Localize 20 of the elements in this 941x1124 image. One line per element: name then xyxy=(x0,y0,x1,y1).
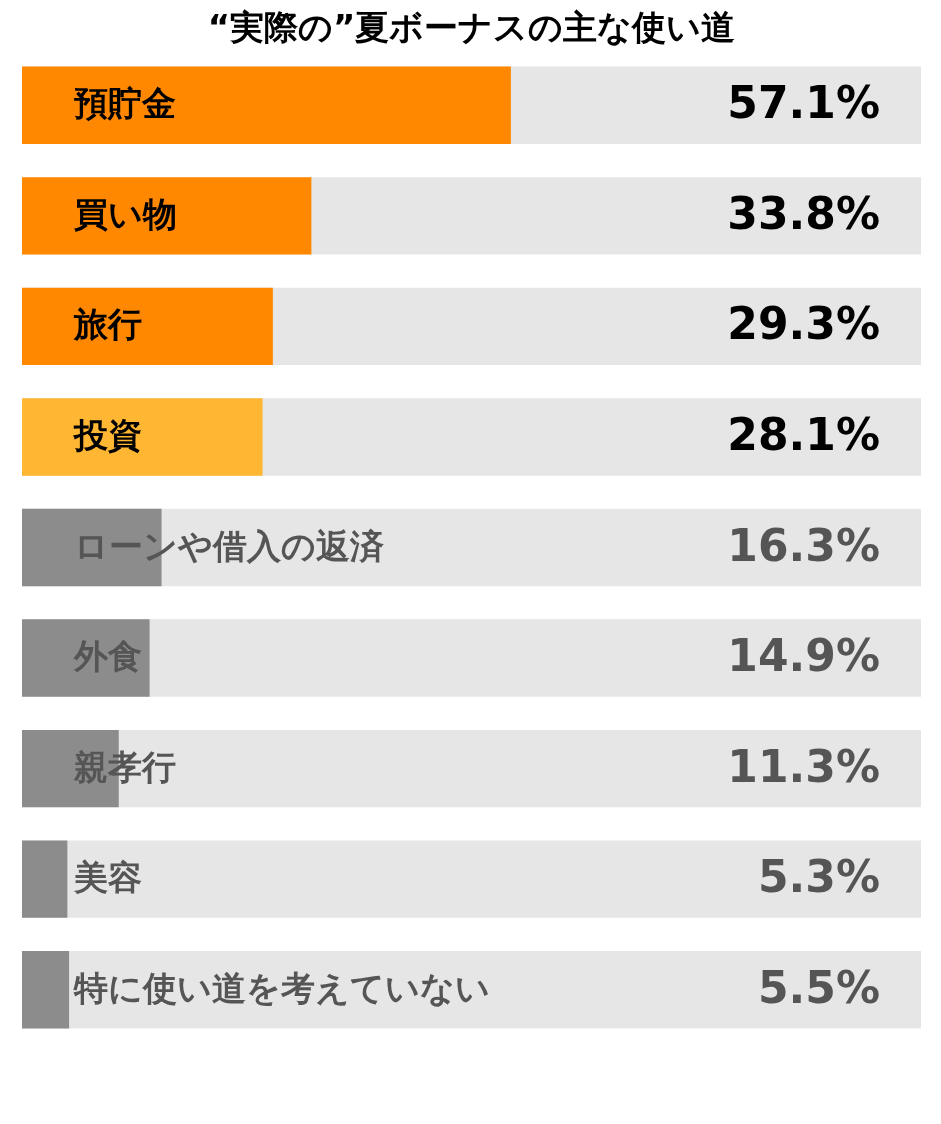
y-tick-label: 投資 xyxy=(72,414,142,455)
bar xyxy=(22,177,312,255)
data-label: 33.8% xyxy=(727,187,880,239)
data-label: 29.3% xyxy=(727,298,880,350)
data-label: 28.1% xyxy=(727,408,880,460)
bar xyxy=(22,840,68,918)
data-label: 11.3% xyxy=(727,740,880,792)
y-tick-label: 買い物 xyxy=(74,193,177,234)
data-label: 16.3% xyxy=(727,519,880,571)
bar xyxy=(22,619,150,697)
data-label: 14.9% xyxy=(727,630,880,682)
data-label: 5.3% xyxy=(757,851,880,903)
y-tick-label: 特に使い道を考えていない xyxy=(73,967,490,1008)
y-tick-label: 旅行 xyxy=(73,304,142,345)
y-tick-label: 美容 xyxy=(73,857,142,898)
chart-title: “実際の”夏ボーナスの主な使い道 xyxy=(207,7,736,47)
data-label: 5.5% xyxy=(757,961,880,1013)
data-label: 57.1% xyxy=(727,77,880,129)
bar xyxy=(22,951,70,1029)
y-tick-label: 預貯金 xyxy=(74,83,176,124)
